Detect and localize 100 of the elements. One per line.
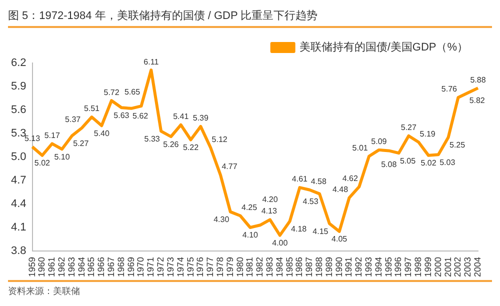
data-label: 4.13 [261,206,278,216]
data-label: 5.02 [34,158,51,168]
x-tick-label: 1999 [422,256,433,278]
x-tick-label: 1981 [244,256,255,278]
x-tick-label: 1966 [96,256,106,278]
data-label: 5.01 [352,143,368,152]
x-tick-label: 1975 [185,256,196,278]
data-label: 4.62 [342,174,358,183]
data-label: 4.05 [332,234,348,244]
x-tick-label: 1992 [354,256,364,278]
data-label: 4.30 [214,215,230,224]
y-tick-label: 4.7 [10,174,26,187]
x-tick-label: 1982 [254,256,265,278]
x-tick-label: 1984 [274,256,284,278]
y-tick-label: 5.0 [10,151,26,164]
x-tick-label: 2001 [442,256,453,278]
data-label: 5.25 [449,140,466,150]
data-label: 5.03 [440,158,456,167]
data-label: 4.25 [242,202,258,212]
x-tick-label: 1998 [413,256,424,278]
x-tick-label: 1991 [344,256,354,278]
x-tick-label: 1978 [214,256,225,278]
data-label: 5.26 [163,140,180,149]
x-tick-label: 1997 [403,256,414,278]
data-label: 5.17 [44,130,60,140]
data-label: 4.58 [310,177,327,186]
data-label: 5.39 [192,114,209,123]
x-tick-label: 1969 [126,256,136,278]
y-tick-label: 6.2 [10,57,26,70]
data-label: 5.62 [132,112,149,121]
data-label: 4.61 [292,174,308,184]
x-tick-label: 1976 [195,256,206,278]
data-label: 6.11 [144,57,160,66]
x-tick-label: 2002 [452,256,463,278]
x-tick-label: 1962 [56,256,66,278]
data-label: 5.72 [104,88,120,97]
x-tick-label: 1985 [284,256,294,278]
data-label: 5.08 [381,160,398,169]
data-label: 5.33 [144,134,160,144]
x-tick-label: 1979 [224,256,235,278]
data-label: 4.48 [332,184,349,194]
data-label: 5.10 [54,152,70,162]
data-label: 5.22 [182,142,200,152]
y-tick-label: 3.8 [10,245,26,258]
data-label: 5.51 [84,104,100,114]
x-tick-label: 1961 [46,256,57,278]
x-tick-label: 1973 [165,256,176,278]
data-label: 5.76 [441,84,458,94]
x-tick-label: 1993 [364,256,374,278]
legend-label: 美联储持有的国债/美国GDP（%） [299,40,468,54]
data-label: 5.41 [173,112,190,122]
y-tick-label: 5.9 [10,80,26,93]
x-tick-label: 1983 [264,256,274,278]
x-tick-label: 2000 [432,256,443,278]
data-label: 5.65 [124,87,141,96]
x-tick-label: 1965 [86,256,96,278]
chart-title: 图 5：1972-1984 年，美联储持有的国债 / GDP 比重呈下行趋势 [8,8,492,28]
data-label: 5.02 [420,158,437,168]
x-tick-label: 1989 [324,256,334,278]
data-label: 5.88 [470,75,486,84]
data-label: 4.00 [272,238,288,248]
data-label: 5.40 [94,128,110,138]
x-tick-label: 1988 [314,256,324,278]
data-label: 4.10 [242,230,259,240]
x-tick-label: 1967 [106,256,116,278]
x-tick-label: 1977 [205,256,216,278]
data-label: 4.18 [291,224,308,234]
x-tick-label: 1974 [175,256,186,278]
data-label: 5.27 [400,123,417,132]
x-tick-label: 2004 [472,256,482,278]
data-label: 4.77 [222,162,238,172]
data-label: 5.19 [420,129,436,138]
data-label: 4.15 [312,226,329,236]
x-tick-label: 1986 [294,256,304,278]
data-label: 4.20 [262,194,278,204]
x-tick-label: 1996 [393,256,404,278]
text: 资料来源：美联储 [8,285,81,298]
data-label: 5.63 [114,110,130,120]
y-tick-label: 5.6 [10,104,26,116]
x-tick-label: 1994 [373,256,384,278]
x-tick-label: 1971 [146,256,156,278]
x-tick-label: 1970 [136,256,146,278]
data-label: 5.13 [24,134,41,144]
x-tick-label: 1980 [234,256,245,278]
y-tick-label: 4.1 [10,222,26,234]
x-tick-label: 1968 [116,256,126,278]
data-label: 5.05 [400,156,416,166]
x-tick-label: 1959 [26,256,37,278]
data-label: 5.27 [73,139,90,148]
y-tick-label: 4.4 [10,198,26,210]
x-tick-label: 1990 [334,256,344,278]
data-label: 5.82 [469,96,486,105]
x-tick-label: 1995 [383,256,394,278]
y-tick-label: 5.3 [10,128,26,140]
data-label: 5.09 [371,137,388,146]
x-tick-label: 1964 [76,256,86,278]
data-label: 5.37 [65,115,82,124]
data-label: 5.12 [212,134,228,144]
x-tick-label: 1963 [66,256,76,278]
x-tick-label: 1987 [304,256,314,278]
